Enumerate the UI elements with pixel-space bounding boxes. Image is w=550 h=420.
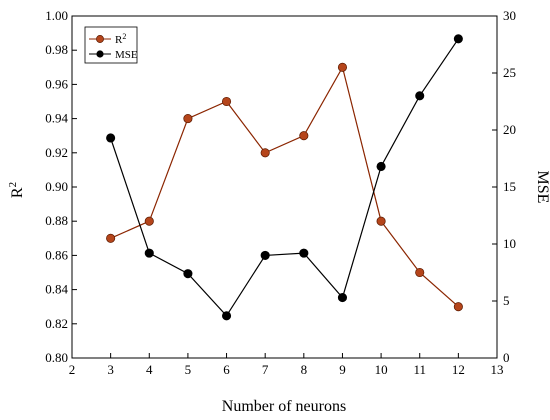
y-tick-label: 0.80	[45, 350, 68, 365]
x-axis-title: Number of neurons	[222, 398, 346, 415]
data-point-mse	[415, 91, 425, 101]
x-tick-label: 12	[452, 362, 465, 377]
ticks-layer: 2 3 4 5 6 7 8 9 10 11 12 13 0.80 0.82 0.84 0.86 0.88 0.90…	[45, 8, 516, 377]
x-tick-label: 8	[301, 362, 308, 377]
data-point-mse	[221, 311, 232, 321]
data-point-mse	[453, 34, 463, 44]
y2-tick-label: 15	[503, 179, 516, 194]
data-point-mse	[337, 293, 348, 303]
series-line-r2	[110, 65, 459, 308]
y2-tick-label: 30	[503, 8, 516, 23]
x-tick-label: 9	[339, 362, 346, 377]
y-tick-label: 0.98	[45, 42, 68, 57]
y-axis-title-main: R	[9, 187, 26, 198]
data-point-r2	[144, 216, 154, 226]
legend-box	[84, 26, 138, 64]
legend-label-r2-main: R	[115, 34, 123, 46]
x-tick-label: 10	[375, 362, 388, 377]
x-tick-label: 2	[69, 362, 76, 377]
legend-label-mse: MSE	[115, 49, 138, 61]
y-tick-label: 0.86	[45, 247, 68, 262]
data-point-mse	[260, 250, 270, 260]
data-point-r2	[376, 216, 386, 226]
series-line-mse	[110, 38, 459, 317]
y-tick-label: 0.92	[45, 145, 68, 160]
lines-layer	[110, 38, 459, 317]
data-point-mse	[106, 133, 116, 143]
y-tick-label: 0.96	[45, 76, 68, 91]
plot-frame	[71, 15, 498, 359]
legend-label-r2-sup: 2	[122, 32, 126, 41]
legend-label-r2: R2	[115, 32, 126, 46]
x-tick-label: 7	[262, 362, 269, 377]
y-tick-label: 1.00	[45, 8, 68, 23]
y-tick-label: 0.82	[45, 316, 68, 331]
y-axis-title: R2	[7, 182, 26, 198]
legend-marker-r2	[96, 35, 104, 43]
x-tick-label: 4	[146, 362, 153, 377]
points-layer	[106, 34, 463, 321]
data-point-r2	[337, 62, 348, 72]
legend-marker-mse	[96, 50, 104, 58]
x-tick-label: 6	[223, 362, 230, 377]
y2-tick-label: 10	[503, 236, 516, 251]
data-point-mse	[183, 269, 193, 279]
y2-axis-title: MSE	[534, 171, 550, 204]
data-point-r2	[299, 131, 309, 141]
data-point-mse	[376, 161, 386, 172]
y-axis-title-sup: 2	[7, 182, 19, 188]
data-point-r2	[106, 233, 116, 243]
data-point-mse	[299, 248, 309, 258]
x-tick-label: 11	[413, 362, 426, 377]
y-tick-label: 0.88	[45, 213, 68, 228]
data-point-r2	[453, 302, 463, 312]
data-point-r2	[221, 96, 232, 107]
data-point-r2	[183, 114, 193, 124]
y-tick-label: 0.94	[45, 111, 68, 126]
legend: R2 MSE	[84, 26, 138, 64]
y-tick-label: 0.90	[45, 179, 68, 194]
y-tick-label: 0.84	[45, 282, 68, 297]
y2-tick-label: 5	[503, 293, 510, 308]
y2-tick-label: 25	[503, 65, 516, 80]
y2-tick-label: 20	[503, 122, 516, 137]
data-point-mse	[144, 248, 154, 258]
x-tick-label: 3	[107, 362, 114, 377]
x-tick-label: 13	[491, 362, 504, 377]
data-point-r2	[415, 267, 425, 278]
data-point-r2	[260, 148, 270, 158]
x-tick-label: 5	[185, 362, 192, 377]
y2-tick-label: 0	[503, 350, 510, 365]
